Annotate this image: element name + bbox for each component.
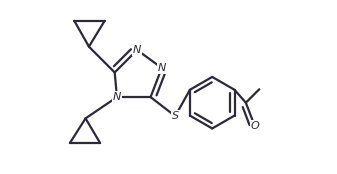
Text: O: O — [250, 121, 259, 131]
Text: S: S — [172, 111, 179, 121]
Text: N: N — [133, 45, 141, 55]
Text: N: N — [113, 92, 121, 102]
Text: N: N — [158, 63, 166, 73]
